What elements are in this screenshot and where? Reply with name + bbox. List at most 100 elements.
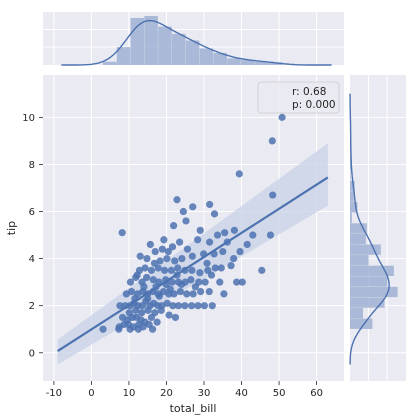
scatter-point — [166, 285, 174, 293]
scatter-point — [176, 287, 184, 296]
scatter-point — [148, 325, 157, 333]
scatter-point — [196, 226, 204, 234]
scatter-point — [211, 264, 219, 272]
scatter-point — [183, 290, 191, 298]
scatter-point — [188, 266, 196, 274]
scatter-point — [188, 302, 196, 310]
top-histogram-bar — [227, 58, 241, 65]
top-histogram-bar — [185, 40, 200, 65]
top-histogram-bar — [254, 61, 269, 65]
right-histogram-bar — [350, 202, 358, 213]
scatter-point — [138, 309, 146, 317]
scatter-point — [141, 264, 149, 272]
scatter-point — [210, 210, 219, 218]
x-tick-label: 50 — [273, 388, 286, 399]
scatter-point — [136, 252, 144, 260]
scatter-point — [266, 231, 275, 239]
scatter-point — [249, 231, 257, 239]
regression-line — [57, 176, 329, 353]
scatter-point — [142, 273, 151, 282]
scatter-point — [157, 306, 165, 314]
x-tick-label: 20 — [160, 388, 173, 399]
top-histogram-bar — [171, 33, 186, 65]
scatter-point — [194, 236, 202, 244]
scatter-point — [133, 271, 141, 279]
scatter-point — [171, 257, 179, 265]
scatter-point — [233, 278, 241, 286]
y-tick-label: 8 — [29, 160, 35, 171]
scatter-point — [188, 252, 196, 260]
scatter-point — [227, 262, 235, 270]
scatter-point — [149, 276, 157, 284]
right-histogram-bar — [350, 297, 385, 308]
scatter-point — [235, 170, 243, 178]
scatter-point — [174, 302, 183, 310]
scatter-point — [153, 318, 161, 326]
scatter-point — [177, 280, 186, 289]
stats-annotation-r: r: 0.68 — [292, 86, 326, 98]
right-histogram-bar — [350, 212, 352, 223]
scatter-point — [278, 113, 286, 121]
scatter-point — [170, 222, 178, 230]
stats-annotation: r: 0.68 p: 0.000 — [257, 81, 340, 114]
scatter-point — [174, 264, 182, 272]
x-tick-label: -10 — [46, 388, 62, 399]
scatter-point — [150, 259, 159, 267]
scatter-point — [201, 278, 209, 286]
y-tick-label: 6 — [29, 207, 35, 218]
x-axis-ticks: -10 0 10 20 30 40 50 60 — [46, 381, 323, 399]
right-histogram-bar — [350, 318, 373, 329]
scatter-point — [258, 266, 266, 274]
scatter-point — [169, 302, 177, 310]
y-tick-label: 4 — [29, 254, 35, 265]
scatter-point — [236, 247, 244, 256]
x-tick-label: 60 — [310, 388, 323, 399]
scatter-point — [116, 302, 124, 310]
x-tick-label: 30 — [198, 388, 211, 399]
scatter-point — [178, 255, 186, 263]
scatter-point — [140, 283, 148, 291]
scatter-point — [168, 278, 176, 286]
scatter-point — [118, 229, 126, 237]
scatter-point — [144, 306, 152, 314]
right-histogram-bar — [350, 233, 366, 245]
scatter-point — [221, 229, 229, 237]
y-tick-label: 0 — [29, 348, 35, 359]
scatter-point — [171, 313, 180, 322]
top-histogram-bar — [213, 53, 227, 65]
top-marginal-kde-line — [61, 19, 332, 66]
scatter-point — [205, 287, 213, 296]
scatter-point — [173, 196, 181, 204]
scatter-point — [191, 283, 199, 291]
top-histogram-bar — [116, 47, 131, 65]
x-tick-label: 0 — [88, 388, 94, 399]
right-histogram-bar — [350, 244, 381, 255]
scatter-point — [183, 245, 192, 253]
x-tick-label: 10 — [123, 388, 136, 399]
top-marginal-histogram — [102, 15, 283, 66]
scatter-point — [160, 236, 168, 244]
scatter-point — [163, 299, 171, 307]
top-histogram-bar — [102, 61, 117, 65]
right-histogram-bar — [350, 276, 388, 287]
scatter-point — [206, 200, 214, 209]
scatter-point — [143, 255, 151, 263]
y-tick-label: 2 — [29, 301, 35, 312]
scatter-point — [151, 247, 159, 256]
right-histogram-bar — [350, 255, 369, 266]
scatter-point — [213, 231, 222, 239]
x-axis-label: total_bill — [170, 402, 217, 415]
scatter-point — [147, 266, 156, 274]
scatter-point — [167, 266, 175, 274]
scatter-point — [146, 240, 154, 249]
scatter-point — [196, 269, 204, 277]
y-axis-ticks: 0 2 4 6 8 10 — [22, 113, 43, 359]
scatter-point — [269, 191, 277, 199]
scatter-point — [156, 257, 164, 265]
scatter-point — [216, 278, 224, 286]
scatter-point — [168, 243, 177, 251]
y-tick-label: 10 — [22, 113, 35, 124]
scatter-point — [238, 278, 246, 286]
scatter-point — [134, 325, 142, 333]
scatter-point — [179, 207, 187, 216]
